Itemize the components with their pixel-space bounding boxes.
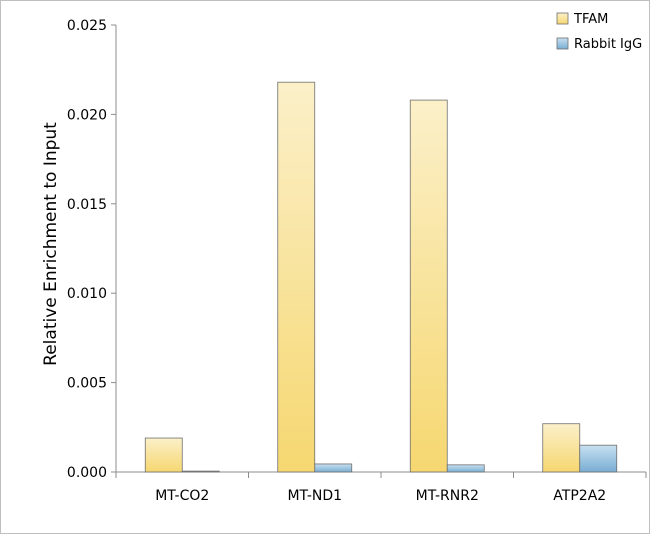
y-tick-label: 0.000 [67,465,107,481]
tick-labels: 0.000 0.005 0.010 0.015 0.020 0.025 MT-CO2 MT-N… [67,18,606,504]
bar-tfam-atp2a2 [542,423,581,473]
y-tick-label: 0.025 [67,18,107,34]
bar-tfam-mt-nd1 [277,81,316,473]
bar-rabbit-igg-mt-nd1 [314,463,353,473]
bar-rabbit-igg-mt-co2 [181,470,220,473]
x-tick-label: MT-RNR2 [416,488,479,504]
x-tick-label: MT-ND1 [287,488,342,504]
axes [111,24,647,478]
bar-rabbit-igg-mt-rnr2 [446,464,485,473]
legend-swatch [556,12,569,25]
y-tick-label: 0.020 [67,107,107,123]
x-tick-label: ATP2A2 [553,488,606,504]
y-tick-label: 0.015 [67,197,107,213]
legend-label: TFAM [573,12,608,27]
y-tick-label: 0.005 [67,376,107,392]
bar-tfam-mt-rnr2 [409,99,448,473]
bar-tfam-mt-co2 [144,437,183,473]
legend: TFAM Rabbit IgG [556,12,642,52]
legend-label: Rabbit IgG [574,37,642,52]
y-tick-label: 0.010 [67,286,107,302]
y-axis-title: Relative Enrichment to Input [41,122,61,366]
legend-swatch [556,37,569,50]
bar-rabbit-igg-atp2a2 [579,444,618,473]
bars [144,81,618,473]
x-tick-label: MT-CO2 [155,488,209,504]
